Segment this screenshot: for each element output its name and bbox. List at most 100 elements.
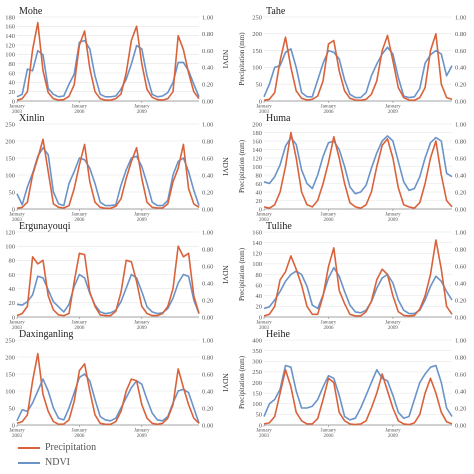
x-tick-year: 2003 [12, 218, 23, 223]
series-line-ndvi [16, 39, 200, 98]
y-tick-label: 0 [12, 206, 15, 213]
y2-tick-label: 0.60 [455, 263, 466, 270]
y-tick-label: 120 [5, 42, 15, 49]
y2-tick-label: 0.80 [202, 138, 213, 145]
y-tick-label: 40 [9, 286, 16, 293]
chart-panel: 0 20 40 60 80 100 120 140 160 0.00 0.20 0.40 0.60 0.8… [238, 221, 466, 331]
x-tick-label: January [134, 429, 150, 434]
y2-tick-label: 0.60 [455, 155, 466, 162]
y2-tick-label: 0.20 [202, 297, 213, 304]
y-axis-label: Precipitation (mm) [238, 139, 246, 193]
y-tick-label: 250 [5, 337, 15, 344]
x-tick-year: 2003 [12, 110, 23, 115]
y-tick-label: 200 [252, 380, 262, 387]
y2-tick-label: 1.00 [202, 229, 213, 236]
chart-title: Ergunayouqi [19, 221, 71, 232]
x-tick-year: 2003 [259, 434, 270, 439]
x-tick-label: January [385, 213, 401, 218]
y-tick-label: 140 [5, 33, 15, 40]
y-tick-label: 50 [9, 405, 16, 412]
y2-tick-label: 0.00 [455, 422, 466, 429]
x-tick-year: 2003 [12, 434, 23, 439]
y2-tick-label: 1.00 [455, 14, 466, 21]
y-tick-label: 80 [256, 172, 263, 179]
y-tick-label: 250 [252, 14, 262, 21]
y-tick-label: 20 [256, 198, 263, 205]
y-tick-label: 150 [5, 371, 15, 378]
x-tick-label: January [134, 105, 150, 110]
x-tick-year: 2009 [388, 218, 399, 223]
legend-item-precipitation: Precipitation [18, 440, 178, 455]
y-tick-label: 100 [252, 401, 262, 408]
y-tick-label: 160 [252, 229, 262, 236]
y-tick-label: 0 [12, 98, 15, 105]
y-tick-label: 0 [12, 314, 15, 321]
x-tick-year: 2003 [259, 218, 270, 223]
y2-tick-label: 0.80 [455, 31, 466, 38]
x-tick-year: 2009 [388, 434, 399, 439]
x-tick-label: January [256, 213, 272, 218]
series-line-precipitation [16, 352, 200, 426]
y-tick-label: 60 [9, 272, 16, 279]
y2-tick-label: 0.40 [202, 388, 213, 395]
x-tick-year: 2003 [259, 326, 270, 331]
series-line-precipitation [263, 131, 453, 209]
y2-tick-label: 0.80 [455, 354, 466, 361]
series-line-precipitation [16, 245, 200, 317]
chart-title: Xinlin [19, 113, 45, 124]
x-tick-label: January [256, 321, 272, 326]
x-tick-label: January [256, 429, 272, 434]
y2-tick-label: 0.40 [455, 65, 466, 72]
x-tick-label: January [134, 321, 150, 326]
y-tick-label: 180 [252, 130, 262, 137]
y2-tick-label: 0.00 [202, 206, 213, 213]
y2-tick-label: 1.00 [455, 229, 466, 236]
y-tick-label: 200 [5, 354, 15, 361]
series-line-ndvi [263, 135, 453, 195]
y2-tick-label: 0.40 [455, 172, 466, 179]
y-tick-label: 100 [5, 172, 15, 179]
chart-panel: 0 50 100 150 200 250 300 350 400 0.00 0.20 0.40 0.60… [238, 329, 466, 439]
x-tick-year: 2009 [388, 110, 399, 115]
y-axis-label: Precipitation (mm) [238, 355, 246, 409]
x-tick-label: January [385, 321, 401, 326]
x-tick-label: January [385, 105, 401, 110]
y2-tick-label: 0.80 [455, 246, 466, 253]
series-line-precipitation [263, 32, 453, 102]
y-tick-label: 160 [252, 138, 262, 145]
y2-tick-label: 0.20 [455, 297, 466, 304]
x-tick-label: January [321, 213, 337, 218]
series-line-precipitation [263, 368, 453, 426]
x-tick-label: January [9, 105, 25, 110]
y-tick-label: 160 [5, 24, 15, 31]
y-tick-label: 100 [252, 65, 262, 72]
x-tick-year: 2006 [74, 218, 85, 223]
legend-swatch-precipitation [18, 446, 40, 449]
y2-tick-label: 0.00 [202, 422, 213, 429]
y-tick-label: 100 [252, 164, 262, 171]
y2-tick-label: 0.20 [202, 405, 213, 412]
x-tick-label: January [72, 321, 88, 326]
y-tick-label: 150 [252, 48, 262, 55]
y-tick-label: 50 [256, 412, 263, 419]
chart-title: Daxinganling [19, 329, 73, 340]
y2-tick-label: 0.00 [455, 98, 466, 105]
y2-axis-label: NDVI [221, 373, 230, 392]
chart-title: Huma [266, 113, 291, 124]
legend-swatch-ndvi [18, 461, 40, 464]
y2-tick-label: 0.20 [455, 189, 466, 196]
x-tick-year: 2009 [137, 326, 148, 331]
y-tick-label: 20 [9, 89, 16, 96]
x-tick-label: January [9, 213, 25, 218]
y-tick-label: 80 [9, 61, 16, 68]
y-tick-label: 120 [252, 251, 262, 258]
y2-tick-label: 0.60 [202, 263, 213, 270]
y2-tick-label: 0.60 [455, 371, 466, 378]
y-tick-label: 120 [252, 155, 262, 162]
x-tick-year: 2009 [137, 218, 148, 223]
y-tick-label: 180 [5, 14, 15, 21]
y-tick-label: 200 [252, 121, 262, 128]
y2-tick-label: 0.00 [455, 314, 466, 321]
